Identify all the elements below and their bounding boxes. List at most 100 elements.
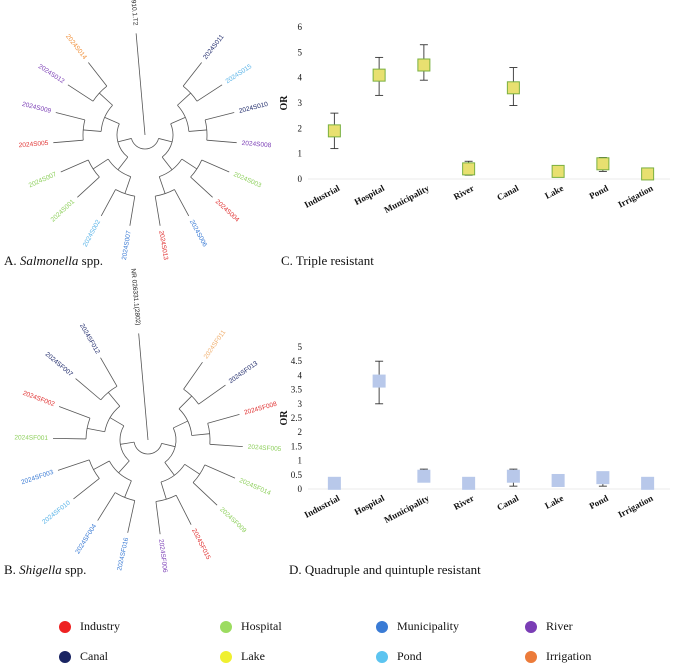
tree-leaf-label: 2024S008 (241, 140, 272, 149)
y-tick-label: 5 (298, 342, 303, 352)
tree-branch-arc (159, 158, 183, 177)
tree-leaf-label: 2024S007 (121, 230, 133, 261)
x-tick-label: Irrigation (616, 183, 654, 210)
data-point-canal (506, 469, 520, 483)
tree-branch (155, 501, 161, 535)
tree-reference-label: NR 026331.1(2802) (129, 268, 141, 326)
caption-b-prefix: B. (4, 562, 20, 577)
legend-item-canal: Canal (59, 649, 108, 664)
caption-b-genus: Shigella (19, 562, 62, 577)
legend-item-lake: Lake (220, 649, 265, 664)
x-tick-label: Municipality (382, 183, 431, 215)
data-point-irrigation (641, 167, 655, 181)
x-tick-label: River (452, 183, 476, 202)
tree-branch (83, 129, 102, 132)
data-point-pond (596, 471, 610, 485)
tree-branch (184, 463, 200, 475)
tree-branch (129, 196, 136, 226)
tree-branch (77, 176, 100, 198)
tree-branch (164, 462, 175, 476)
x-tick-label: Canal (495, 493, 520, 513)
legend-label-pond: Pond (397, 649, 422, 663)
caption-c: C. Triple resistant (281, 253, 374, 268)
tree-branch (100, 357, 118, 387)
legend-label-irrigation: Irrigation (546, 649, 592, 663)
data-point-canal (506, 81, 520, 95)
tree-branch (181, 158, 198, 170)
legend-label-river: River (546, 619, 573, 633)
tree-branch (190, 176, 213, 198)
caption-a: A. Salmonella spp. (4, 253, 103, 269)
data-point-river (462, 162, 476, 176)
legend-label-industry: Industry (80, 619, 120, 633)
legend-item-irrigation: Irrigation (525, 649, 591, 664)
tree-branch (205, 112, 235, 121)
tree-branch (177, 92, 191, 106)
tree-branch (204, 464, 236, 479)
tree-branch (175, 495, 192, 525)
y-tick-label: 2.5 (291, 413, 303, 423)
tree-branch (55, 112, 85, 121)
tree-branch (99, 92, 113, 106)
tree-branch-arc (107, 158, 131, 177)
tree-branch (178, 395, 192, 410)
legend-swatch-river (525, 620, 537, 633)
tree-branch-arc (133, 442, 162, 455)
tree-branch (58, 406, 91, 419)
y-axis-label: OR (279, 95, 290, 111)
tree-branch (67, 84, 94, 102)
y-tick-label: 5 (298, 47, 303, 57)
tree-branch (173, 420, 188, 429)
x-tick-label: Pond (587, 183, 609, 201)
legend-label-hospital: Hospital (241, 619, 282, 633)
tree-branch (117, 138, 132, 143)
caption-a-genus: Salmonella (19, 253, 79, 268)
tree-branch-arc (155, 189, 175, 197)
tree-branch (127, 500, 136, 533)
data-point-lake (551, 473, 565, 487)
tree-branch-arc (88, 459, 100, 479)
legend-label-municipality: Municipality (397, 619, 459, 633)
legend-item-industry: Industry (59, 619, 120, 634)
data-point-industrial (327, 124, 341, 138)
tree-branch (206, 139, 237, 144)
tree-branch (154, 196, 161, 226)
legend-swatch-municipality (376, 620, 388, 633)
tree-branch (183, 361, 203, 390)
caption-a-suffix: spp. (78, 253, 103, 268)
data-point-irrigation (641, 476, 655, 490)
caption-a-prefix: A. (4, 253, 20, 268)
tree-branch (57, 459, 90, 471)
tree-branch (118, 460, 130, 474)
tree-branch-arc (207, 423, 211, 445)
x-tick-label: Irrigation (616, 493, 654, 520)
legend-item-municipality: Municipality (376, 619, 459, 634)
tree-branch (158, 138, 173, 143)
tree-branch (201, 159, 230, 173)
data-point-pond (596, 157, 610, 171)
y-tick-label: 0 (298, 484, 303, 494)
tree-branch-arc (82, 119, 86, 141)
tree-branch-arc (85, 417, 91, 439)
caption-b: B. Shigella spp. (4, 562, 86, 578)
y-tick-label: 1.5 (291, 441, 303, 451)
tree-branch (93, 460, 110, 470)
tree-branch (107, 392, 121, 407)
y-tick-label: 3.5 (291, 385, 303, 395)
tree-branch (209, 443, 243, 448)
tree-leaf-label: 2024SF001 (14, 434, 48, 442)
tree-branch (174, 189, 190, 217)
tree-branch-arc (192, 464, 206, 483)
x-tick-label: Municipality (382, 493, 431, 525)
tree-branch (60, 159, 89, 173)
tree-branch (120, 441, 135, 445)
y-tick-label: 0.5 (291, 470, 303, 480)
data-point-lake (551, 164, 565, 178)
tree-branch-arc (190, 159, 203, 178)
legend-label-lake: Lake (241, 649, 265, 663)
tree-branch (88, 62, 108, 87)
tree-branch-arc (183, 388, 199, 405)
y-tick-label: 3 (298, 98, 303, 108)
